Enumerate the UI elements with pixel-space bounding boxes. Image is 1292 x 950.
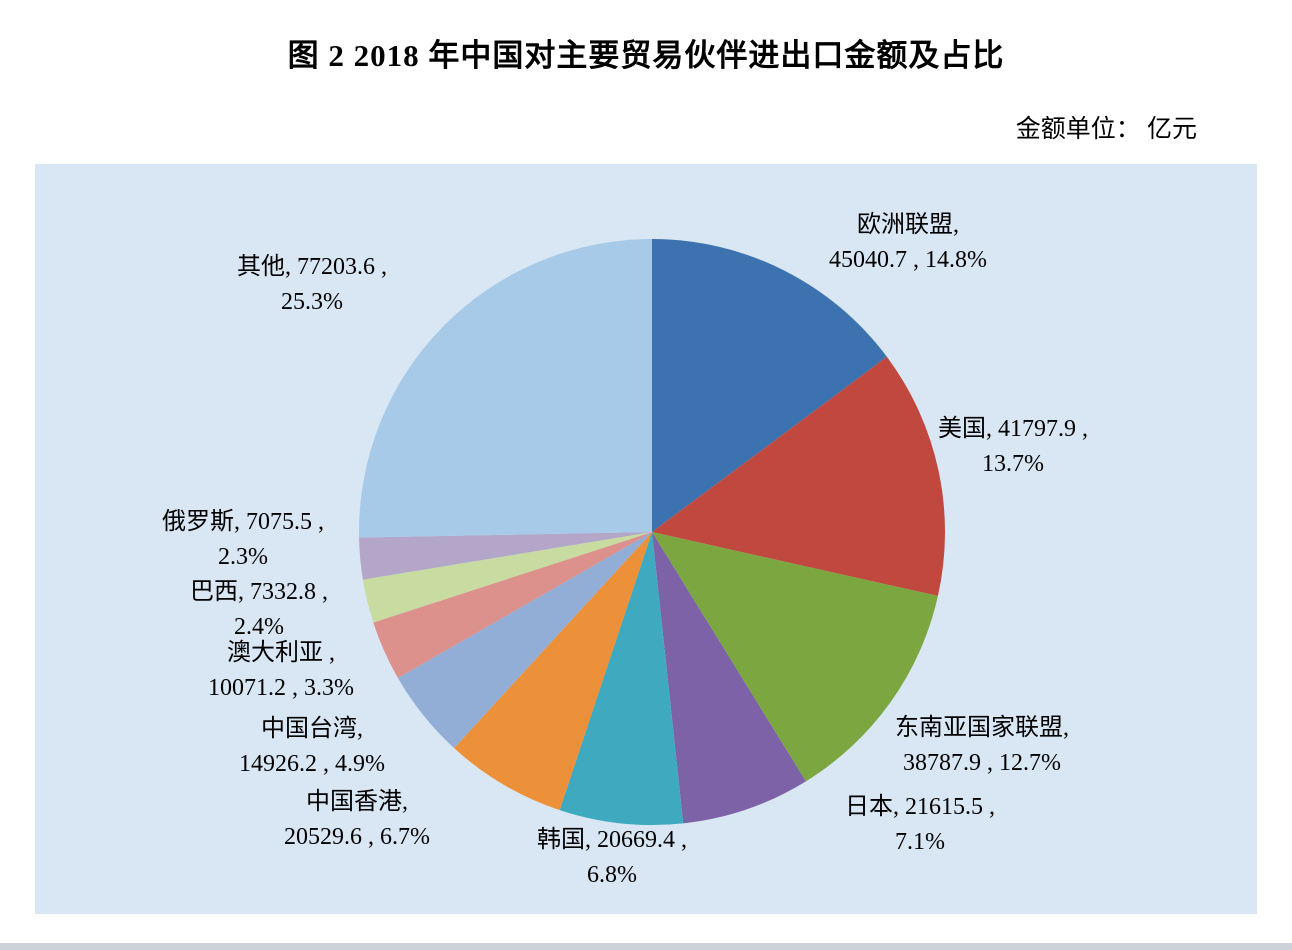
pie-slice-9 <box>362 532 652 623</box>
figure-title: 图 2 2018 年中国对主要贸易伙伴进出口金额及占比 <box>287 38 1005 73</box>
pie-chart-svg <box>358 239 945 826</box>
pie-label-5: 韩国, 20669.4 , 6.8% <box>537 827 687 888</box>
pie-label-2: 美国, 41797.9 , 13.7% <box>938 416 1088 477</box>
pie-slice-3 <box>652 532 938 782</box>
unit-note: 金额单位： 亿元 <box>1015 116 1197 143</box>
pie-labels: 欧洲联盟, 45040.7 , 14.8% 美国, 41797.9 , 13.7%… <box>35 164 1257 914</box>
pie-label-4: 日本, 21615.5 , 7.1% <box>845 794 995 855</box>
pie-slice-7 <box>397 532 652 749</box>
pie-slice-8 <box>373 532 652 678</box>
pie-label-7: 中国台湾, 14926.2 , 4.9% <box>239 716 385 777</box>
pie-label-10: 俄罗斯, 7075.5 , 2.3% <box>162 509 324 570</box>
pie-slice-4 <box>652 532 806 824</box>
pie-slice-10 <box>359 532 652 580</box>
pie-slice-2 <box>652 356 945 596</box>
pie-label-9: 巴西, 7332.8 , 2.4% <box>190 579 328 640</box>
pie-slice-1 <box>652 239 887 532</box>
pie-label-8: 澳大利亚 , 10071.2 , 3.3% <box>208 640 354 701</box>
pie-slice-6 <box>454 532 652 811</box>
pie-label-3: 东南亚国家联盟, 38787.9 , 12.7% <box>895 715 1069 776</box>
pie-slice-11 <box>358 239 652 538</box>
page-bottom-edge <box>0 943 1292 950</box>
pie-chart-area: 欧洲联盟, 45040.7 , 14.8% 美国, 41797.9 , 13.7%… <box>35 164 1257 914</box>
pie-label-1: 欧洲联盟, 45040.7 , 14.8% <box>829 212 987 273</box>
pie-label-11: 其他, 77203.6 , 25.3% <box>237 254 387 315</box>
pie-label-6: 中国香港, 20529.6 , 6.7% <box>284 789 430 850</box>
pie-slice-5 <box>559 532 684 826</box>
